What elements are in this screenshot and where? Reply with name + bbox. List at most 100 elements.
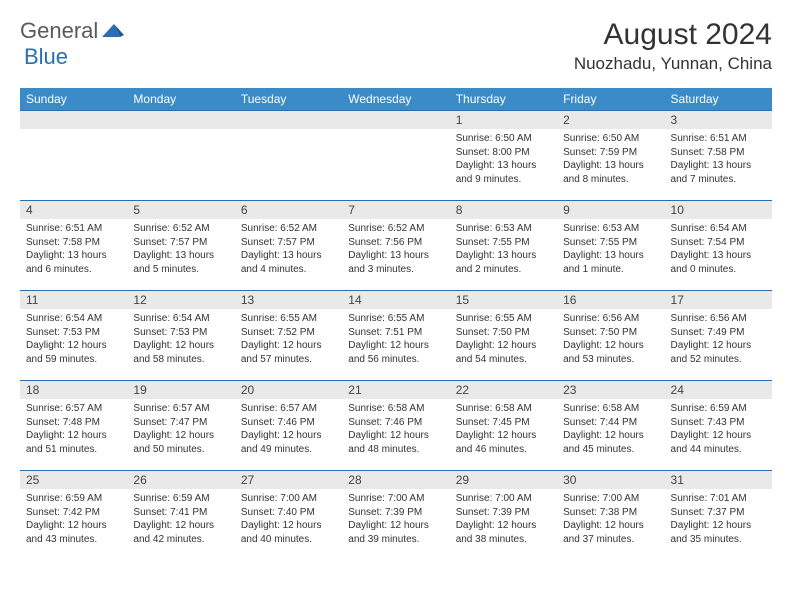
sunrise-line: Sunrise: 6:59 AM (671, 403, 747, 414)
day-details: Sunrise: 6:53 AMSunset: 7:55 PMDaylight:… (450, 219, 557, 279)
sunset-line: Sunset: 7:59 PM (563, 147, 637, 158)
daylight-line: Daylight: 12 hours and 38 minutes. (456, 520, 537, 545)
daylight-line: Daylight: 12 hours and 44 minutes. (671, 430, 752, 455)
logo-text-blue: Blue (24, 44, 68, 70)
calendar-table: SundayMondayTuesdayWednesdayThursdayFrid… (20, 88, 772, 561)
sunrise-line: Sunrise: 6:56 AM (671, 313, 747, 324)
sunset-line: Sunset: 7:39 PM (348, 507, 422, 518)
day-details: Sunrise: 6:55 AMSunset: 7:50 PMDaylight:… (450, 309, 557, 369)
day-details: Sunrise: 6:58 AMSunset: 7:45 PMDaylight:… (450, 399, 557, 459)
calendar-day-cell (235, 111, 342, 201)
calendar-day-cell: 10Sunrise: 6:54 AMSunset: 7:54 PMDayligh… (665, 201, 772, 291)
day-number: 20 (235, 381, 342, 399)
day-details: Sunrise: 6:55 AMSunset: 7:51 PMDaylight:… (342, 309, 449, 369)
sunset-line: Sunset: 7:39 PM (456, 507, 530, 518)
day-number-empty (127, 111, 234, 129)
sunrise-line: Sunrise: 6:57 AM (26, 403, 102, 414)
weekday-header: Thursday (450, 88, 557, 111)
day-details: Sunrise: 6:52 AMSunset: 7:57 PMDaylight:… (235, 219, 342, 279)
day-number: 2 (557, 111, 664, 129)
sunset-line: Sunset: 7:58 PM (26, 237, 100, 248)
sunset-line: Sunset: 7:46 PM (241, 417, 315, 428)
day-number: 16 (557, 291, 664, 309)
daylight-line: Daylight: 12 hours and 40 minutes. (241, 520, 322, 545)
calendar-day-cell: 4Sunrise: 6:51 AMSunset: 7:58 PMDaylight… (20, 201, 127, 291)
day-number: 3 (665, 111, 772, 129)
sunset-line: Sunset: 7:45 PM (456, 417, 530, 428)
calendar-day-cell: 26Sunrise: 6:59 AMSunset: 7:41 PMDayligh… (127, 471, 234, 561)
daylight-line: Daylight: 12 hours and 42 minutes. (133, 520, 214, 545)
calendar-day-cell: 25Sunrise: 6:59 AMSunset: 7:42 PMDayligh… (20, 471, 127, 561)
day-details: Sunrise: 7:00 AMSunset: 7:39 PMDaylight:… (450, 489, 557, 549)
sunset-line: Sunset: 7:53 PM (26, 327, 100, 338)
sunset-line: Sunset: 7:49 PM (671, 327, 745, 338)
daylight-line: Daylight: 13 hours and 4 minutes. (241, 250, 322, 275)
day-number: 19 (127, 381, 234, 399)
sunset-line: Sunset: 7:47 PM (133, 417, 207, 428)
sunset-line: Sunset: 7:43 PM (671, 417, 745, 428)
day-number-empty (20, 111, 127, 129)
daylight-line: Daylight: 12 hours and 53 minutes. (563, 340, 644, 365)
sunrise-line: Sunrise: 6:50 AM (456, 133, 532, 144)
day-number: 31 (665, 471, 772, 489)
day-number: 15 (450, 291, 557, 309)
calendar-day-cell: 7Sunrise: 6:52 AMSunset: 7:56 PMDaylight… (342, 201, 449, 291)
weekday-header: Sunday (20, 88, 127, 111)
calendar-day-cell: 21Sunrise: 6:58 AMSunset: 7:46 PMDayligh… (342, 381, 449, 471)
sunrise-line: Sunrise: 7:01 AM (671, 493, 747, 504)
day-details: Sunrise: 7:00 AMSunset: 7:39 PMDaylight:… (342, 489, 449, 549)
sunrise-line: Sunrise: 6:53 AM (563, 223, 639, 234)
daylight-line: Daylight: 12 hours and 56 minutes. (348, 340, 429, 365)
day-number: 4 (20, 201, 127, 219)
weekday-header: Friday (557, 88, 664, 111)
day-number: 24 (665, 381, 772, 399)
sunset-line: Sunset: 7:50 PM (563, 327, 637, 338)
day-body-empty (342, 129, 449, 189)
day-number: 13 (235, 291, 342, 309)
calendar-day-cell: 22Sunrise: 6:58 AMSunset: 7:45 PMDayligh… (450, 381, 557, 471)
calendar-day-cell: 30Sunrise: 7:00 AMSunset: 7:38 PMDayligh… (557, 471, 664, 561)
day-number: 29 (450, 471, 557, 489)
daylight-line: Daylight: 12 hours and 51 minutes. (26, 430, 107, 455)
day-number: 9 (557, 201, 664, 219)
logo-triangle-icon (102, 21, 124, 42)
daylight-line: Daylight: 12 hours and 43 minutes. (26, 520, 107, 545)
calendar-week-row: 4Sunrise: 6:51 AMSunset: 7:58 PMDaylight… (20, 201, 772, 291)
day-details: Sunrise: 6:59 AM Sunset: 7:41 PM Daylight:… (127, 489, 234, 549)
day-details: Sunrise: 6:54 AMSunset: 7:53 PMDaylight:… (127, 309, 234, 369)
sunset-line: Sunset: 7:53 PM (133, 327, 207, 338)
sunrise-line: Sunrise: 6:54 AM (671, 223, 747, 234)
daylight-line: Daylight: 12 hours and 46 minutes. (456, 430, 537, 455)
day-details: Sunrise: 6:59 AM Sunset: 7:43 PM Daylight:… (665, 399, 772, 459)
sunset-line: Sunset: 7:48 PM (26, 417, 100, 428)
day-details: Sunrise: 6:56 AMSunset: 7:50 PMDaylight:… (557, 309, 664, 369)
sunset-line: Sunset: 7:41 PM (133, 507, 207, 518)
calendar-day-cell (342, 111, 449, 201)
day-body-empty (235, 129, 342, 189)
daylight-line: Daylight: 12 hours and 49 minutes. (241, 430, 322, 455)
day-details: Sunrise: 6:56 AMSunset: 7:49 PMDaylight:… (665, 309, 772, 369)
day-number: 25 (20, 471, 127, 489)
day-details: Sunrise: 6:57 AMSunset: 7:46 PMDaylight:… (235, 399, 342, 459)
calendar-day-cell: 17Sunrise: 6:56 AMSunset: 7:49 PMDayligh… (665, 291, 772, 381)
sunset-line: Sunset: 7:55 PM (563, 237, 637, 248)
day-details: Sunrise: 6:54 AMSunset: 7:53 PMDaylight:… (20, 309, 127, 369)
sunset-line: Sunset: 7:55 PM (456, 237, 530, 248)
daylight-line: Daylight: 12 hours and 39 minutes. (348, 520, 429, 545)
calendar-day-cell: 16Sunrise: 6:56 AMSunset: 7:50 PMDayligh… (557, 291, 664, 381)
calendar-day-cell: 18Sunrise: 6:57 AMSunset: 7:48 PMDayligh… (20, 381, 127, 471)
sunrise-line: Sunrise: 6:52 AM (348, 223, 424, 234)
daylight-line: Daylight: 12 hours and 57 minutes. (241, 340, 322, 365)
sunrise-line: Sunrise: 6:58 AM (563, 403, 639, 414)
sunset-line: Sunset: 7:38 PM (563, 507, 637, 518)
day-number: 27 (235, 471, 342, 489)
daylight-line: Daylight: 13 hours and 6 minutes. (26, 250, 107, 275)
calendar-day-cell: 9Sunrise: 6:53 AMSunset: 7:55 PMDaylight… (557, 201, 664, 291)
day-number: 17 (665, 291, 772, 309)
sunset-line: Sunset: 8:00 PM (456, 147, 530, 158)
sunset-line: Sunset: 7:57 PM (241, 237, 315, 248)
daylight-line: Daylight: 13 hours and 8 minutes. (563, 160, 644, 185)
sunrise-line: Sunrise: 6:59 AM (133, 493, 209, 504)
weekday-header: Monday (127, 88, 234, 111)
day-number: 23 (557, 381, 664, 399)
